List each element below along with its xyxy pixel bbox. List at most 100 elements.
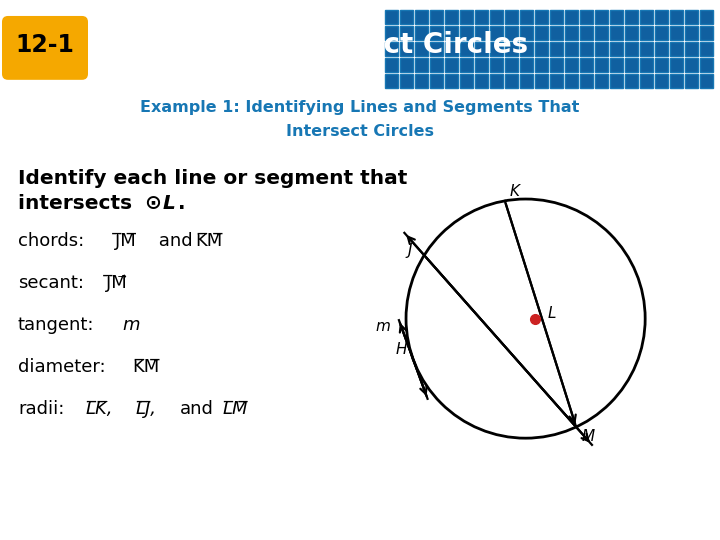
FancyBboxPatch shape xyxy=(670,26,683,40)
FancyBboxPatch shape xyxy=(430,10,443,24)
FancyBboxPatch shape xyxy=(490,74,503,88)
Text: K: K xyxy=(510,184,519,199)
FancyBboxPatch shape xyxy=(385,74,398,88)
FancyBboxPatch shape xyxy=(655,42,668,56)
FancyBboxPatch shape xyxy=(475,74,488,88)
FancyBboxPatch shape xyxy=(520,10,533,24)
FancyBboxPatch shape xyxy=(550,10,563,24)
Text: Lines That Intersect Circles: Lines That Intersect Circles xyxy=(100,31,528,59)
Text: .: . xyxy=(178,194,186,213)
FancyBboxPatch shape xyxy=(430,42,443,56)
FancyBboxPatch shape xyxy=(655,58,668,72)
FancyBboxPatch shape xyxy=(700,42,713,56)
FancyBboxPatch shape xyxy=(685,10,698,24)
FancyBboxPatch shape xyxy=(520,26,533,40)
FancyBboxPatch shape xyxy=(475,42,488,56)
FancyBboxPatch shape xyxy=(475,26,488,40)
Text: L̅J̅,: L̅J̅, xyxy=(136,400,157,418)
Text: radii:: radii: xyxy=(18,400,64,418)
FancyBboxPatch shape xyxy=(595,26,608,40)
FancyBboxPatch shape xyxy=(445,74,458,88)
FancyBboxPatch shape xyxy=(685,74,698,88)
FancyBboxPatch shape xyxy=(460,10,473,24)
FancyBboxPatch shape xyxy=(700,26,713,40)
FancyBboxPatch shape xyxy=(520,42,533,56)
Text: L: L xyxy=(548,306,556,321)
FancyBboxPatch shape xyxy=(400,58,413,72)
FancyBboxPatch shape xyxy=(670,58,683,72)
Text: J̅M⃗: J̅M⃗ xyxy=(107,274,127,292)
FancyBboxPatch shape xyxy=(490,10,503,24)
FancyBboxPatch shape xyxy=(610,10,623,24)
FancyBboxPatch shape xyxy=(550,26,563,40)
FancyBboxPatch shape xyxy=(595,10,608,24)
FancyBboxPatch shape xyxy=(595,74,608,88)
FancyBboxPatch shape xyxy=(400,42,413,56)
FancyBboxPatch shape xyxy=(385,42,398,56)
FancyBboxPatch shape xyxy=(400,10,413,24)
FancyBboxPatch shape xyxy=(625,26,638,40)
Text: and: and xyxy=(153,232,199,250)
Text: K̅M̅: K̅M̅ xyxy=(132,358,159,376)
FancyBboxPatch shape xyxy=(385,26,398,40)
FancyBboxPatch shape xyxy=(580,58,593,72)
Text: Intersect Circles: Intersect Circles xyxy=(286,124,434,139)
Text: chords:: chords: xyxy=(18,232,84,250)
FancyBboxPatch shape xyxy=(550,74,563,88)
FancyBboxPatch shape xyxy=(685,58,698,72)
FancyBboxPatch shape xyxy=(415,42,428,56)
FancyBboxPatch shape xyxy=(415,58,428,72)
FancyBboxPatch shape xyxy=(595,42,608,56)
FancyBboxPatch shape xyxy=(580,10,593,24)
FancyBboxPatch shape xyxy=(2,16,88,80)
FancyBboxPatch shape xyxy=(625,58,638,72)
Text: ⊙: ⊙ xyxy=(144,194,161,213)
FancyBboxPatch shape xyxy=(505,58,518,72)
FancyBboxPatch shape xyxy=(520,74,533,88)
FancyBboxPatch shape xyxy=(400,26,413,40)
FancyBboxPatch shape xyxy=(490,58,503,72)
FancyBboxPatch shape xyxy=(475,10,488,24)
Text: Copyright © by Holt Mc Dougal. All Rights Reserved.: Copyright © by Holt Mc Dougal. All Right… xyxy=(395,512,706,525)
FancyBboxPatch shape xyxy=(610,26,623,40)
Text: L̅M̅: L̅M̅ xyxy=(223,400,248,418)
FancyBboxPatch shape xyxy=(475,58,488,72)
FancyBboxPatch shape xyxy=(535,58,548,72)
FancyBboxPatch shape xyxy=(430,58,443,72)
FancyBboxPatch shape xyxy=(505,74,518,88)
Text: m: m xyxy=(122,316,140,334)
FancyBboxPatch shape xyxy=(610,58,623,72)
FancyBboxPatch shape xyxy=(430,26,443,40)
FancyBboxPatch shape xyxy=(535,26,548,40)
FancyBboxPatch shape xyxy=(625,74,638,88)
FancyBboxPatch shape xyxy=(445,58,458,72)
FancyBboxPatch shape xyxy=(700,74,713,88)
FancyBboxPatch shape xyxy=(685,42,698,56)
Text: H: H xyxy=(395,342,407,357)
FancyBboxPatch shape xyxy=(580,74,593,88)
Text: secant:: secant: xyxy=(18,274,84,292)
FancyBboxPatch shape xyxy=(445,10,458,24)
FancyBboxPatch shape xyxy=(625,42,638,56)
FancyBboxPatch shape xyxy=(640,42,653,56)
FancyBboxPatch shape xyxy=(670,74,683,88)
FancyBboxPatch shape xyxy=(385,10,398,24)
FancyBboxPatch shape xyxy=(580,42,593,56)
FancyBboxPatch shape xyxy=(550,58,563,72)
FancyBboxPatch shape xyxy=(505,42,518,56)
FancyBboxPatch shape xyxy=(445,42,458,56)
FancyBboxPatch shape xyxy=(460,42,473,56)
Text: Identify each line or segment that: Identify each line or segment that xyxy=(18,170,408,188)
Text: M: M xyxy=(582,429,595,444)
FancyBboxPatch shape xyxy=(460,26,473,40)
FancyBboxPatch shape xyxy=(550,42,563,56)
Text: Example 1: Identifying Lines and Segments That: Example 1: Identifying Lines and Segment… xyxy=(140,100,580,116)
FancyBboxPatch shape xyxy=(565,74,578,88)
Text: diameter:: diameter: xyxy=(18,358,106,376)
FancyBboxPatch shape xyxy=(700,10,713,24)
Text: m: m xyxy=(376,319,391,334)
FancyBboxPatch shape xyxy=(460,74,473,88)
FancyBboxPatch shape xyxy=(640,74,653,88)
FancyBboxPatch shape xyxy=(565,42,578,56)
FancyBboxPatch shape xyxy=(415,74,428,88)
